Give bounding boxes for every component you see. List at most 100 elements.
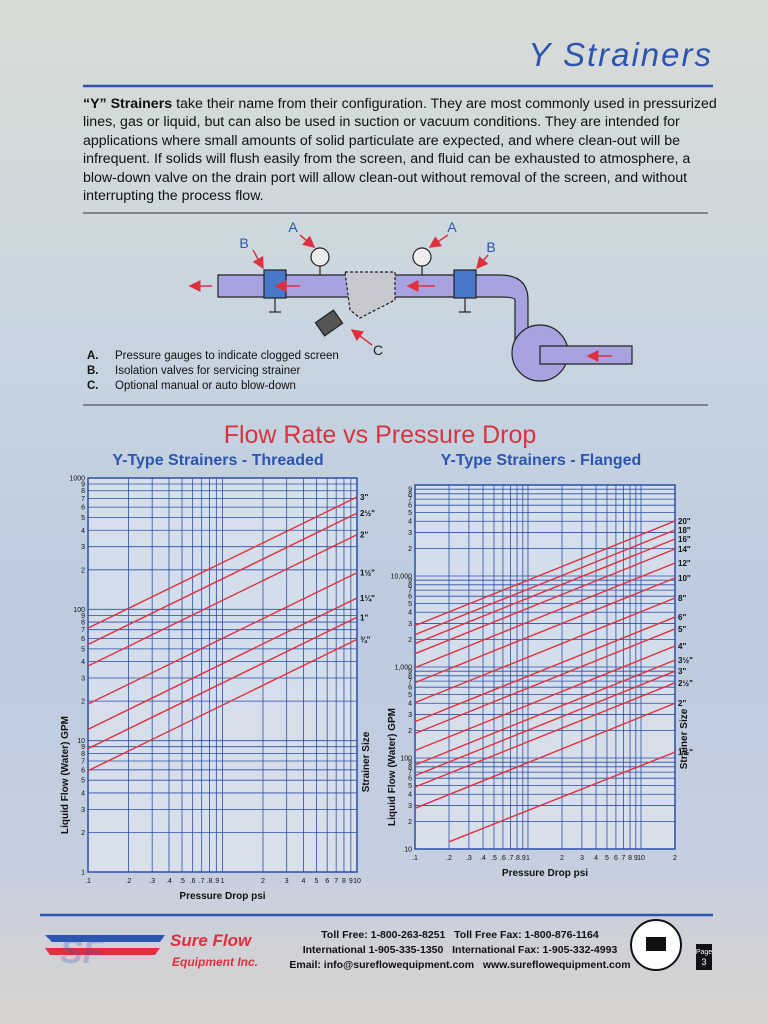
y-tick-label: 8: [408, 582, 412, 589]
y-tick-label: 7: [81, 496, 85, 503]
size-label: 2½": [360, 509, 375, 518]
size-label: 16": [678, 535, 691, 544]
x-tick-label: .8: [514, 855, 520, 862]
y-tick-label: 10,000: [391, 574, 413, 581]
x-tick-label: 3: [580, 855, 584, 862]
company-name: Sure Flow: [170, 931, 253, 950]
y-tick-label: 2: [408, 546, 412, 553]
flow-line: [414, 577, 676, 684]
piping-diagram: [217, 247, 633, 382]
flow-line: [414, 670, 676, 777]
x-tick-label: .5: [179, 878, 185, 885]
y-tick-label: 2: [81, 830, 85, 837]
y-tick-label: 2: [81, 699, 85, 706]
y-tick-label: 8: [408, 764, 412, 771]
y-tick-label: 8: [81, 751, 85, 758]
size-label: 1¼": [360, 594, 375, 603]
flow-line: [414, 548, 676, 655]
x-tick-label: 1: [221, 878, 225, 885]
callout-label: A: [447, 219, 457, 235]
legend-text: Optional manual or auto blow-down: [115, 380, 296, 392]
size-label: 1½": [360, 569, 375, 578]
legend-key: A.: [87, 350, 99, 362]
y-axis-label: Liquid Flow (Water) GPM: [387, 708, 398, 826]
x-tick-label: 2: [673, 855, 677, 862]
flow-line: [414, 645, 676, 752]
y-tick-label: 3: [408, 530, 412, 537]
y-tick-label: 2: [408, 819, 412, 826]
y-tick-label: 2: [81, 567, 85, 574]
x-tick-label: 10: [637, 855, 645, 862]
x-tick-label: .5: [491, 855, 497, 862]
x-tick-label: .2: [446, 855, 452, 862]
chart-title: Y-Type Strainers - Flanged: [440, 452, 642, 469]
x-tick-label: .8: [207, 878, 213, 885]
y-tick-label: 100: [73, 607, 85, 614]
y-tick-label: 4: [408, 792, 412, 799]
x-tick-label: .9: [213, 878, 219, 885]
flow-line: [87, 616, 358, 750]
y-tick-label: 8: [408, 673, 412, 680]
page-number: 3: [701, 957, 706, 967]
x-tick-label: 6: [325, 878, 329, 885]
y-tick-label: 9: [408, 487, 412, 494]
y-tick-label: 6: [81, 767, 85, 774]
intro-text: take their name from their configuration…: [83, 96, 717, 205]
intro: “Y” Strainers take their name from their…: [83, 95, 718, 205]
page-label: Page: [696, 949, 712, 956]
flow-line: [414, 659, 676, 766]
y-axis-label: Liquid Flow (Water) GPM: [60, 716, 71, 834]
size-label: 12": [678, 559, 691, 568]
flow-line: [414, 682, 676, 788]
y-tick-label: 3: [81, 676, 85, 683]
page-box: [696, 944, 712, 970]
y-tick-label: 3: [408, 803, 412, 810]
y-tick-label: 6: [81, 636, 85, 643]
y-tick-label: 7: [81, 759, 85, 766]
flow-line: [414, 562, 676, 669]
x-tick-label: 5: [605, 855, 609, 862]
legend-item: C. Optional manual or auto blow-down: [87, 380, 296, 392]
flow-line: [414, 702, 676, 809]
contact-line: Email: info@sureflowequipment.com www.su…: [250, 959, 670, 971]
diagram-labels: A A B B C: [239, 219, 495, 358]
y-tick-label: 6: [408, 503, 412, 510]
x-tick-label: .7: [508, 855, 514, 862]
y-tick-label: 7: [408, 588, 412, 595]
y-tick-label: 5: [81, 646, 85, 653]
legend-key: C.: [87, 380, 99, 392]
svg-text:SF: SF: [60, 933, 105, 971]
callout-label: B: [486, 239, 495, 255]
logo: SF Sure Flow Equipment Inc.: [45, 931, 258, 971]
legend-item: A. Pressure gauges to indicate clogged sc…: [87, 350, 339, 362]
chart-title: Y-Type Strainers - Threaded: [112, 452, 324, 469]
x-tick-label: 9: [634, 855, 638, 862]
legend-key: B.: [87, 365, 99, 377]
x-axis-label: Pressure Drop psi: [179, 891, 265, 902]
y-tick-label: 9: [408, 760, 412, 767]
y-tick-label: 5: [81, 515, 85, 522]
section-title: Flow Rate vs Pressure Drop: [223, 421, 537, 449]
y-tick-label: 9: [81, 613, 85, 620]
contact: www.sureflowequipment.com: [482, 959, 631, 971]
y-tick-label: 3: [408, 712, 412, 719]
y-tick-label: 6: [408, 685, 412, 692]
x-tick-label: 9: [349, 878, 353, 885]
size-label: 3": [678, 667, 686, 676]
callout-label: A: [288, 219, 298, 235]
contact: Toll Free Fax: 1-800-876-1164: [454, 929, 599, 941]
y-tick-label: 4: [81, 790, 85, 797]
x-tick-label: 1: [526, 855, 530, 862]
y-tick-label: 8: [81, 488, 85, 495]
y-tick-label: 5: [408, 783, 412, 790]
callout-label: C: [373, 342, 383, 358]
x-tick-label: .1: [412, 855, 418, 862]
y-tick-label: 9: [81, 744, 85, 751]
size-label: ¾": [360, 635, 371, 644]
flow-line: [414, 597, 676, 704]
x-tick-label: 6: [614, 855, 618, 862]
y-tick-label: 7: [408, 679, 412, 686]
y-tick-label: 5: [408, 601, 412, 608]
y-tick-label: 2: [408, 637, 412, 644]
